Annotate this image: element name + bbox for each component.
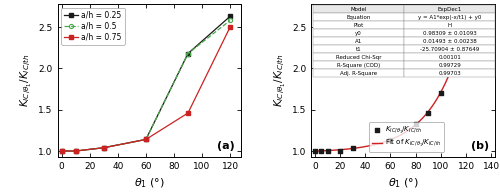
a/h = 0.25 bbox=[72, 150, 78, 152]
$K_{IC/\theta_1}/K_{IC/th}$ bbox=[462, 15, 470, 18]
Fit of $K_{IC/\theta_1}/K_{IC/th}$ bbox=[411, 125, 417, 127]
a/h = 0.5 bbox=[72, 150, 78, 152]
$K_{IC/\theta_1}/K_{IC/th}$ bbox=[412, 122, 420, 125]
Legend: $K_{IC/\theta_1}/K_{IC/th}$, Fit of $K_{IC/\theta_1}/K_{IC/th}$: $K_{IC/\theta_1}/K_{IC/th}$, Fit of $K_{… bbox=[369, 122, 444, 152]
Fit of $K_{IC/\theta_1}/K_{IC/th}$ bbox=[391, 137, 397, 139]
a/h = 0.75 bbox=[185, 112, 191, 114]
Line: Fit of $K_{IC/\theta_1}/K_{IC/th}$: Fit of $K_{IC/\theta_1}/K_{IC/th}$ bbox=[315, 0, 481, 151]
a/h = 0.25 bbox=[227, 15, 233, 17]
Line: a/h = 0.25: a/h = 0.25 bbox=[60, 14, 232, 153]
Text: (b): (b) bbox=[471, 141, 489, 151]
Line: a/h = 0.75: a/h = 0.75 bbox=[60, 25, 232, 153]
$K_{IC/\theta_1}/K_{IC/th}$ bbox=[324, 149, 332, 152]
a/h = 0.75 bbox=[101, 147, 107, 149]
$K_{IC/\theta_1}/K_{IC/th}$ bbox=[311, 149, 319, 152]
$K_{IC/\theta_1}/K_{IC/th}$ bbox=[437, 92, 445, 95]
Y-axis label: $K_{IC/\theta_1}/K_{IC/th}$: $K_{IC/\theta_1}/K_{IC/th}$ bbox=[19, 54, 34, 107]
X-axis label: $\theta_1$ (°): $\theta_1$ (°) bbox=[134, 176, 165, 190]
a/h = 0.5 bbox=[58, 150, 64, 152]
a/h = 0.5 bbox=[185, 52, 191, 55]
a/h = 0.25 bbox=[185, 52, 191, 55]
$K_{IC/\theta_1}/K_{IC/th}$ bbox=[336, 149, 344, 152]
a/h = 0.75 bbox=[143, 138, 149, 141]
a/h = 0.5 bbox=[101, 147, 107, 149]
Y-axis label: $K_{IC/\theta_1}/K_{IC/th}$: $K_{IC/\theta_1}/K_{IC/th}$ bbox=[272, 54, 288, 107]
$K_{IC/\theta_1}/K_{IC/th}$ bbox=[348, 146, 356, 149]
Fit of $K_{IC/\theta_1}/K_{IC/th}$ bbox=[312, 150, 318, 152]
Fit of $K_{IC/\theta_1}/K_{IC/th}$ bbox=[392, 137, 398, 139]
a/h = 0.75 bbox=[72, 150, 78, 152]
a/h = 0.25 bbox=[143, 138, 149, 141]
$K_{IC/\theta_1}/K_{IC/th}$ bbox=[317, 149, 325, 152]
a/h = 0.5 bbox=[143, 138, 149, 141]
a/h = 0.25 bbox=[101, 147, 107, 149]
a/h = 0.25 bbox=[58, 150, 64, 152]
a/h = 0.75 bbox=[58, 150, 64, 152]
$K_{IC/\theta_1}/K_{IC/th}$ bbox=[450, 63, 458, 66]
Fit of $K_{IC/\theta_1}/K_{IC/th}$ bbox=[402, 131, 408, 134]
$K_{IC/\theta_1}/K_{IC/th}$ bbox=[386, 138, 394, 142]
$K_{IC/\theta_1}/K_{IC/th}$ bbox=[456, 38, 464, 41]
Line: a/h = 0.5: a/h = 0.5 bbox=[60, 18, 232, 153]
$K_{IC/\theta_1}/K_{IC/th}$ bbox=[424, 112, 432, 115]
Text: (a): (a) bbox=[218, 141, 235, 151]
X-axis label: $\theta_1$ (°): $\theta_1$ (°) bbox=[388, 176, 418, 190]
Legend: a/h = 0.25, a/h = 0.5, a/h = 0.75: a/h = 0.25, a/h = 0.5, a/h = 0.75 bbox=[62, 8, 124, 45]
a/h = 0.5 bbox=[227, 19, 233, 22]
Fit of $K_{IC/\theta_1}/K_{IC/th}$ bbox=[448, 68, 454, 71]
a/h = 0.75 bbox=[227, 26, 233, 28]
